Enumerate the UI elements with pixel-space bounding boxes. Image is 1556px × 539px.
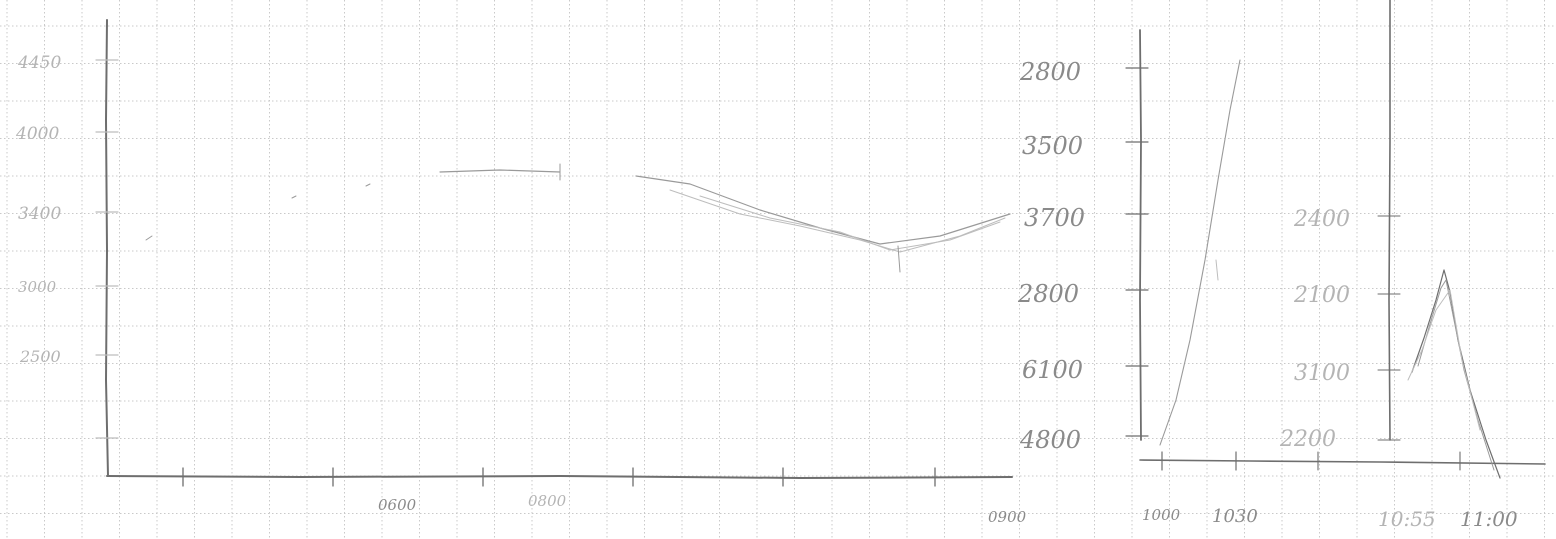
left-x-tick-marks [182,467,936,487]
left-panel: 4450 4000 3400 3000 2500 0600 0800 0900 [15,19,1027,526]
right-y-tick-label: 3100 [1294,361,1350,386]
left-x-axis [106,475,1013,479]
middle-x-axis [1139,459,1546,465]
left-y-tick-label: 4000 [15,124,59,144]
left-x-tick-label: 0900 [988,508,1027,526]
left-y-tick-label: 3000 [18,278,57,296]
middle-x-tick-marks [1161,451,1237,471]
middle-panel: 2800 3500 3700 2800 6100 4800 1000 1030 [1017,29,1546,527]
middle-y-tick-label: 3500 [1022,132,1083,160]
left-x-tick-label: 0600 [378,496,417,514]
middle-sketch-curve [1159,59,1241,446]
right-x-tick-label: 10:55 [1378,507,1436,531]
right-x-tick-label: 11:00 [1460,507,1518,531]
middle-y-tick-label: 4800 [1019,426,1081,454]
right-y-tick-marks [1377,215,1401,441]
middle-y-tick-label: 3700 [1024,204,1085,232]
middle-x-tick-label: 1000 [1142,506,1181,524]
middle-x-tick-label: 1030 [1212,506,1258,527]
right-y-tick-label: 2100 [1293,283,1350,308]
left-y-tick-label: 3400 [18,204,61,224]
middle-y-tick-label: 2800 [1017,280,1079,308]
right-y-axis [1388,0,1391,441]
right-y-tick-label: 2200 [1279,427,1336,452]
left-y-tick-marks [95,59,119,439]
left-sketch-curve [145,163,1011,273]
left-y-tick-label: 4450 [17,53,61,73]
middle-y-tick-marks [1125,67,1149,437]
right-y-tick-label: 2400 [1293,207,1350,232]
right-panel: 2400 2100 3100 2200 10:55 11:00 [1279,0,1518,531]
middle-y-tick-label: 6100 [1022,356,1083,384]
right-x-tick-marks [1317,451,1461,471]
middle-y-axis [1139,29,1142,441]
left-x-tick-label: 0800 [528,492,567,510]
left-y-tick-label: 2500 [19,347,61,366]
middle-y-tick-label: 2800 [1019,58,1081,86]
right-sketch-peak [1407,269,1501,479]
left-y-axis [105,19,109,477]
